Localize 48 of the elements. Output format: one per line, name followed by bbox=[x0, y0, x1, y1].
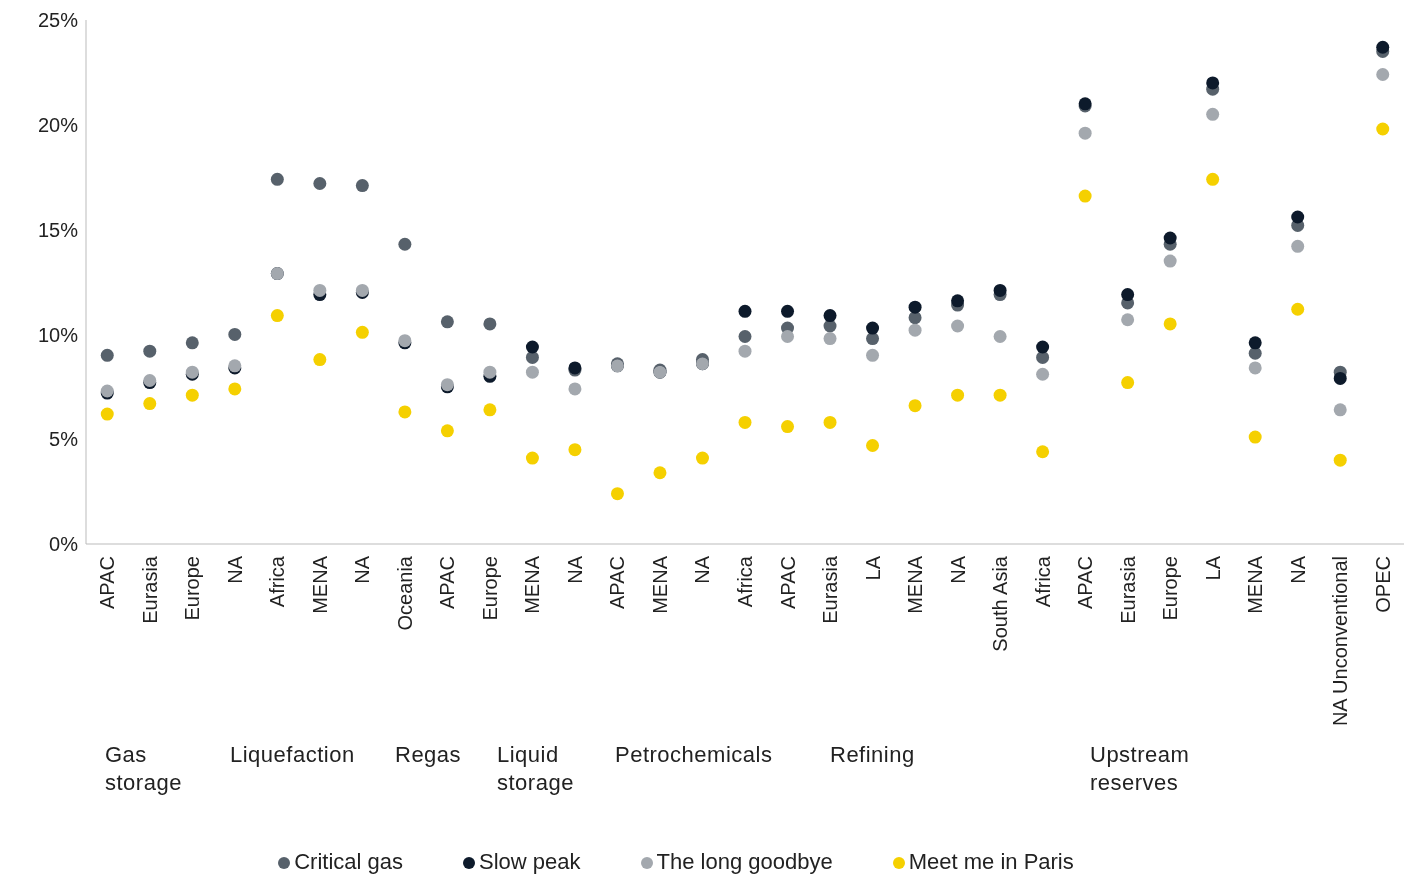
legend-label: Slow peak bbox=[479, 849, 581, 874]
x-tick-label: NA bbox=[351, 555, 374, 584]
y-tick-label: 0% bbox=[49, 533, 79, 556]
legend-label: The long goodbye bbox=[656, 849, 833, 874]
x-tick-label: Eurasia bbox=[138, 555, 161, 624]
x-tick-label: OPEC bbox=[1371, 556, 1394, 613]
x-tick-label: APAC bbox=[1074, 556, 1097, 609]
y-tick-label: 10% bbox=[37, 323, 79, 346]
x-tick-label: APAC bbox=[606, 556, 629, 609]
x-tick-label: South Asia bbox=[989, 555, 1012, 652]
text: Liquefaction bbox=[230, 741, 356, 769]
text: Upstream reserves bbox=[1090, 741, 1191, 797]
legend-label: Meet me in Paris bbox=[908, 849, 1074, 874]
text: Regas bbox=[395, 741, 463, 769]
x-tick-label: NA Unconventional bbox=[1329, 556, 1352, 727]
x-tick-label: APAC bbox=[436, 556, 459, 609]
y-tick-label: 5% bbox=[49, 428, 79, 451]
x-tick-label: MENA bbox=[308, 555, 331, 614]
text: Refining bbox=[830, 741, 916, 769]
x-tick-label: MENA bbox=[1244, 555, 1267, 614]
x-tick-label: Europe bbox=[478, 556, 501, 621]
x-tick-label: Europe bbox=[181, 556, 204, 621]
y-tick-label: 25% bbox=[37, 9, 79, 32]
x-tick-label: MENA bbox=[521, 555, 544, 614]
x-tick-label: APAC bbox=[776, 556, 799, 609]
x-tick-label: NA bbox=[691, 555, 714, 584]
x-tick-label: Oceania bbox=[393, 555, 416, 631]
y-tick-label: 20% bbox=[37, 113, 79, 136]
text: Liquid storage bbox=[497, 741, 575, 797]
x-tick-label: Eurasia bbox=[819, 555, 842, 624]
x-tick-label: LA bbox=[861, 555, 884, 581]
x-tick-label: Europe bbox=[1159, 556, 1182, 621]
y-tick-label: 15% bbox=[37, 218, 79, 241]
x-tick-label: Africa bbox=[734, 555, 756, 608]
x-tick-label: NA bbox=[1286, 555, 1309, 584]
text: Gas storage bbox=[105, 741, 183, 797]
x-tick-label: NA bbox=[946, 555, 969, 584]
x-tick-label: Africa bbox=[266, 555, 289, 608]
text: Petrochemicals bbox=[615, 741, 774, 769]
x-tick-label: MENA bbox=[648, 555, 671, 614]
x-tick-label: LA bbox=[1201, 555, 1224, 581]
x-tick-label: NA bbox=[223, 555, 246, 584]
x-tick-label: Eurasia bbox=[1116, 555, 1139, 624]
x-tick-label: Africa bbox=[1031, 555, 1054, 608]
x-tick-label: APAC bbox=[96, 556, 119, 609]
x-tick-label: MENA bbox=[904, 555, 927, 614]
legend-label: Critical gas bbox=[294, 849, 404, 874]
x-tick-label: NA bbox=[563, 555, 586, 584]
